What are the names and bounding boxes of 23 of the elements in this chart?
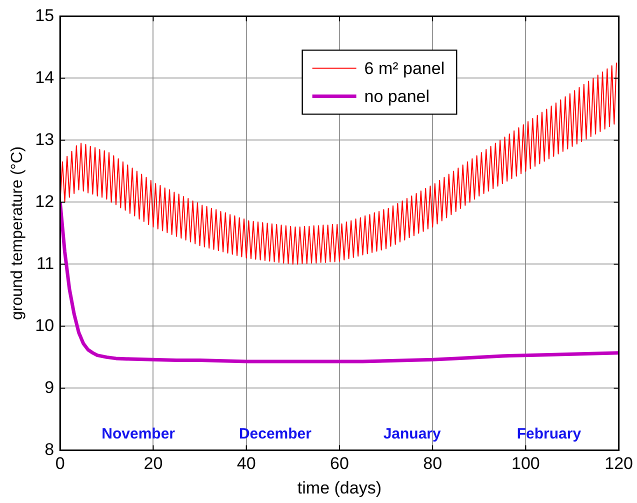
x-tick-label: 80 — [423, 454, 442, 474]
annotation: January — [383, 425, 442, 442]
y-tick-label: 8 — [44, 440, 54, 459]
y-tick-label: 14 — [35, 68, 54, 87]
legend-label: 6 m² panel — [364, 58, 445, 78]
y-axis-title: ground temperature (°C) — [9, 146, 26, 320]
x-tick-label: 0 — [55, 454, 65, 474]
y-tick-label: 11 — [36, 254, 54, 273]
x-tick-label: 60 — [330, 454, 349, 474]
x-tick-label: 20 — [144, 454, 163, 474]
x-tick-label: 120 — [604, 454, 634, 474]
x-tick-label: 40 — [236, 454, 256, 474]
annotation: February — [516, 425, 582, 442]
y-tick-label: 15 — [35, 6, 54, 25]
y-tick-label: 13 — [35, 130, 54, 149]
annotation: December — [238, 425, 312, 442]
annotation: November — [102, 425, 176, 442]
legend-label: no panel — [364, 86, 430, 106]
y-tick-label: 9 — [44, 378, 54, 397]
y-tick-label: 10 — [35, 316, 54, 335]
x-axis-title: time (days) — [297, 478, 382, 498]
x-tick-label: 100 — [512, 454, 540, 474]
y-tick-label: 12 — [35, 192, 54, 211]
